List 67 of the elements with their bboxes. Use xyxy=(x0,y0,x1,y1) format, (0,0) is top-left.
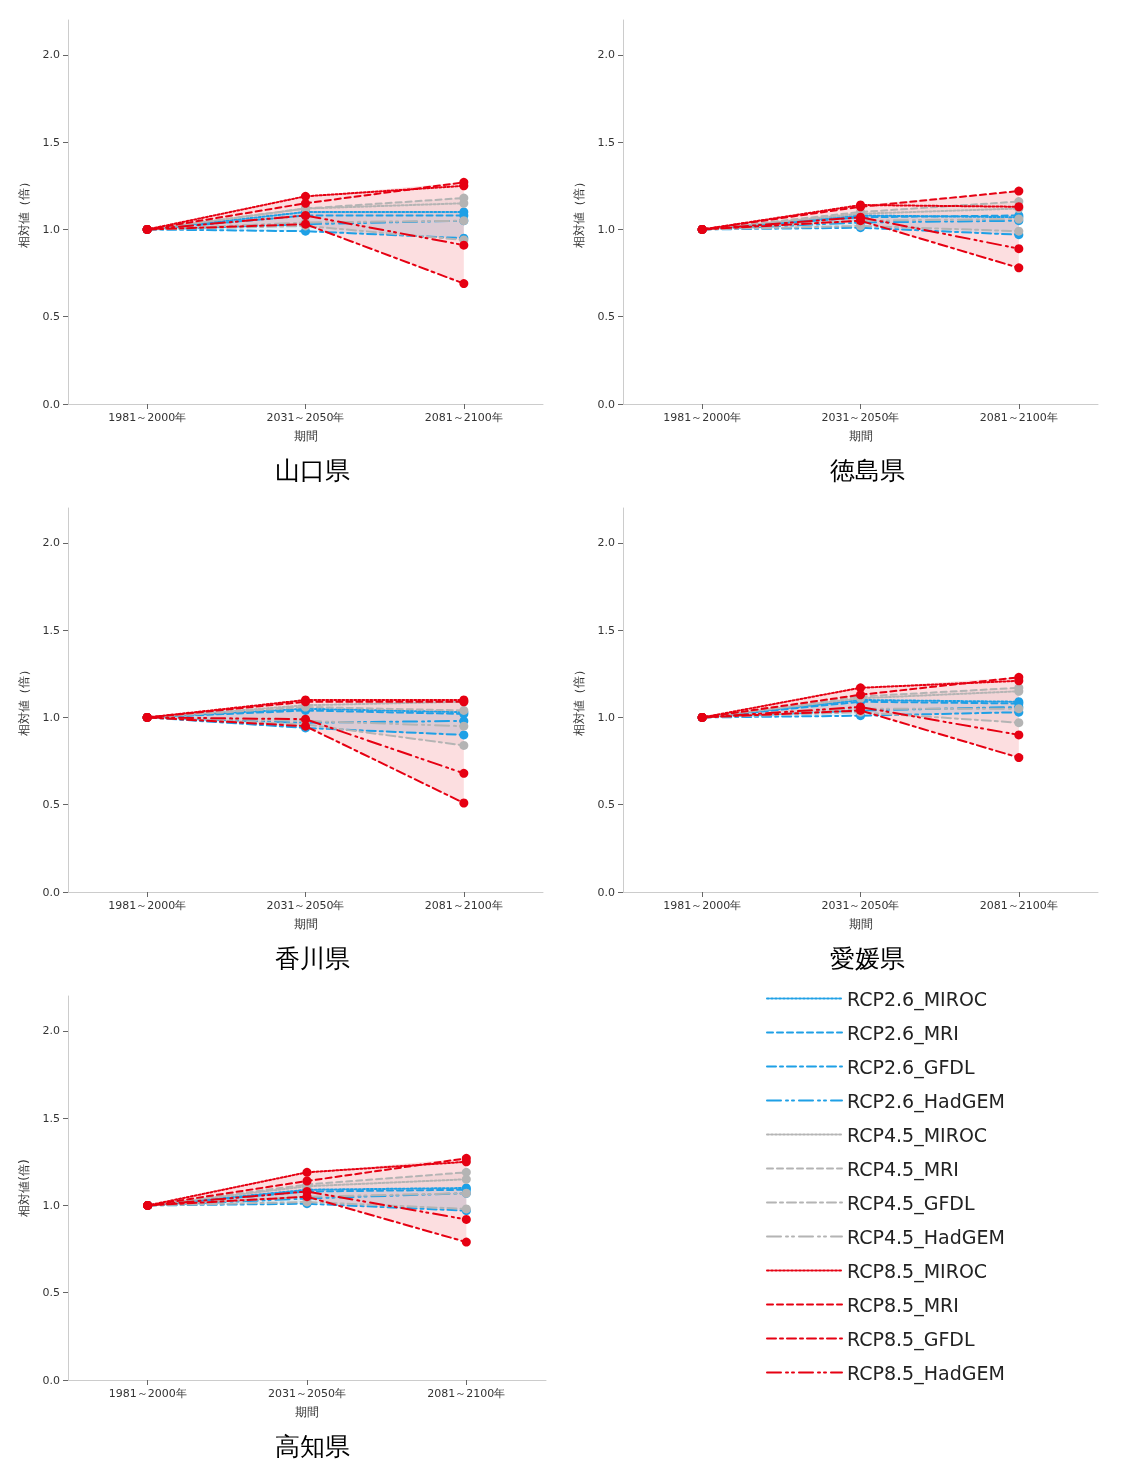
x-tick-label: 1981～2000年 xyxy=(663,899,742,912)
legend-label: RCP8.5_HadGEM xyxy=(847,1361,1005,1385)
y-axis-title: 相対値（倍） xyxy=(572,664,586,736)
y-tick-label: 2.0 xyxy=(597,48,615,62)
legend-label: RCP4.5_HadGEM xyxy=(847,1225,1005,1249)
x-tick-label: 1981～2000年 xyxy=(108,899,187,912)
x-axis-title: 期間 xyxy=(293,429,318,443)
x-tick-label: 2031～2050年 xyxy=(266,411,345,424)
legend-label: RCP4.5_MIROC xyxy=(847,1123,988,1147)
y-tick-label: 1.0 xyxy=(42,710,60,724)
y-tick-label: 0.0 xyxy=(42,885,60,899)
text: 香川県 xyxy=(274,944,350,973)
text: 徳島県 xyxy=(829,456,905,485)
y-tick-label: 0.5 xyxy=(597,310,615,324)
x-tick-label: 2081～2100年 xyxy=(979,899,1058,912)
x-tick-label: 2081～2100年 xyxy=(979,411,1058,424)
legend-label: RCP2.6_MRI xyxy=(847,1021,959,1045)
y-axis-title: 相対値（倍） xyxy=(17,664,31,736)
y-tick-label: 1.5 xyxy=(597,135,615,149)
y-tick-label: 1.5 xyxy=(42,623,60,637)
y-tick-label: 1.0 xyxy=(42,1198,60,1212)
y-axis-title: 相対値(倍) xyxy=(17,1159,31,1217)
y-tick-label: 2.0 xyxy=(42,1024,60,1038)
y-tick-label: 0.0 xyxy=(42,397,60,411)
x-axis-title: 期間 xyxy=(295,1405,319,1419)
legend-label: RCP8.5_GFDL xyxy=(847,1327,975,1351)
x-tick-label: 1981～2000年 xyxy=(108,411,187,424)
y-tick-label: 2.0 xyxy=(597,536,615,550)
text: 高知県 xyxy=(274,1432,350,1461)
y-axis-title: 相対値（倍） xyxy=(17,176,31,248)
y-tick-label: 0.5 xyxy=(42,798,60,812)
y-axis-title: 相対値（倍） xyxy=(572,176,586,248)
x-tick-label: 2031～2050年 xyxy=(268,1387,346,1400)
legend-label: RCP8.5_MRI xyxy=(847,1293,959,1317)
x-tick-label: 1981～2000年 xyxy=(108,1387,187,1400)
y-tick-label: 0.5 xyxy=(42,1286,60,1300)
x-axis-title: 期間 xyxy=(848,429,873,443)
x-tick-label: 2081～2100年 xyxy=(424,899,503,912)
y-tick-label: 0.5 xyxy=(597,798,615,812)
x-axis-title: 期間 xyxy=(293,917,318,931)
y-tick-label: 0.0 xyxy=(597,397,615,411)
y-tick-label: 1.5 xyxy=(42,1111,60,1125)
y-tick-label: 0.0 xyxy=(42,1373,60,1387)
x-tick-label: 2031～2050年 xyxy=(266,899,345,912)
legend-label: RCP2.6_MIROC xyxy=(847,987,988,1011)
y-tick-label: 0.0 xyxy=(597,885,615,899)
y-tick-label: 2.0 xyxy=(42,536,60,550)
text: 山口県 xyxy=(274,456,350,485)
x-axis-title: 期間 xyxy=(848,917,873,931)
legend-label: RCP4.5_GFDL xyxy=(847,1191,975,1215)
y-tick-label: 1.0 xyxy=(42,222,60,236)
legend-label: RCP2.6_HadGEM xyxy=(847,1089,1005,1113)
x-tick-label: 2081～2100年 xyxy=(427,1387,506,1400)
x-tick-label: 1981～2000年 xyxy=(663,411,742,424)
y-tick-label: 0.5 xyxy=(42,310,60,324)
x-tick-label: 2031～2050年 xyxy=(821,411,900,424)
y-tick-label: 1.5 xyxy=(597,623,615,637)
y-tick-label: 1.0 xyxy=(597,222,615,236)
y-tick-label: 1.0 xyxy=(597,710,615,724)
y-tick-label: 2.0 xyxy=(42,48,60,62)
x-tick-label: 2081～2100年 xyxy=(424,411,503,424)
legend-label: RCP2.6_GFDL xyxy=(847,1055,975,1079)
y-tick-label: 1.5 xyxy=(42,135,60,149)
legend-label: RCP4.5_MRI xyxy=(847,1157,959,1181)
x-tick-label: 2031～2050年 xyxy=(821,899,900,912)
legend-label: RCP8.5_MIROC xyxy=(847,1259,988,1283)
text: 愛媛県 xyxy=(829,944,905,973)
